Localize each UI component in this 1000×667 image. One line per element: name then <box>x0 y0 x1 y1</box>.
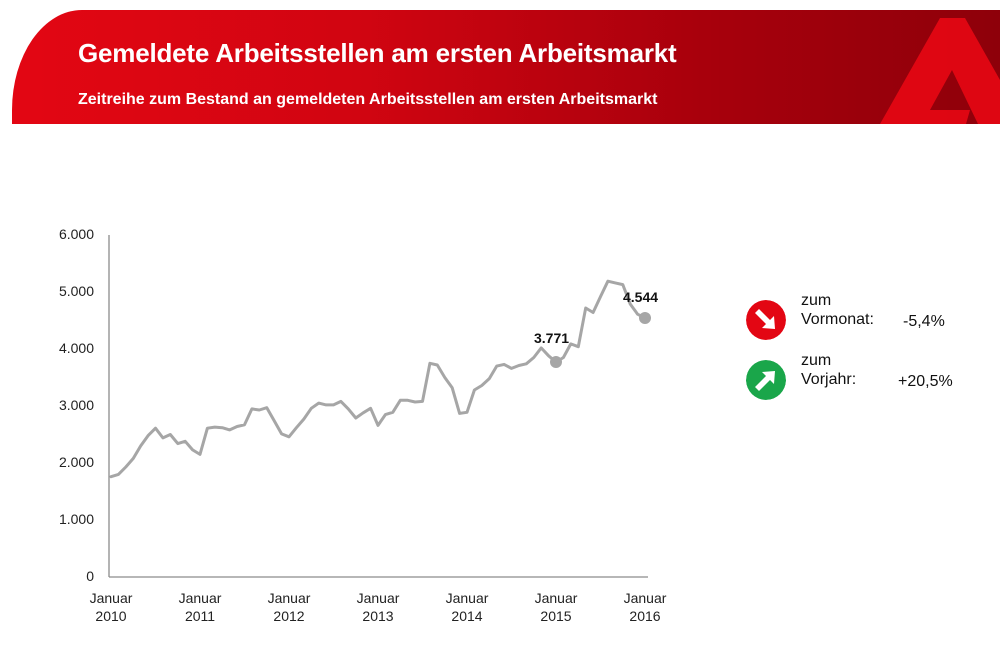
highlight-point <box>639 311 651 324</box>
y-tick-label: 3.000 <box>58 397 94 413</box>
y-tick-label: 2.000 <box>58 454 94 470</box>
y-tick-label: 5.000 <box>58 283 94 299</box>
header-banner: Gemeldete Arbeitsstellen am ersten Arbei… <box>12 10 1000 124</box>
y-tick-label: 0 <box>86 568 94 584</box>
indicator-value: +20,5% <box>898 373 953 390</box>
indicator-label-line1: zum <box>801 352 832 369</box>
x-tick-label: Januar 2010 <box>89 590 133 624</box>
page-subtitle: Zeitreihe zum Bestand an gemeldeten Arbe… <box>78 91 658 108</box>
indicator-value: -5,4% <box>903 313 945 330</box>
series-line <box>109 279 647 479</box>
indicator-label-line2: Vorjahr: <box>801 371 857 388</box>
ba-logo-icon <box>880 18 1000 124</box>
x-tick-label: Januar 2014 <box>445 590 489 624</box>
x-tick-label: Januar 2013 <box>356 590 400 624</box>
x-tick-label: Januar 2015 <box>534 590 578 624</box>
arrow-up-right-icon <box>746 360 786 400</box>
page-title: Gemeldete Arbeitsstellen am ersten Arbei… <box>78 38 677 68</box>
x-tick-label: Januar 2012 <box>267 590 311 624</box>
y-tick-label: 1.000 <box>58 511 94 527</box>
indicator-label-line2: Vormonat: <box>801 311 874 328</box>
y-tick-label: 6.000 <box>58 226 94 242</box>
y-tick-label: 4.000 <box>58 340 94 356</box>
x-tick-label: Januar 2016 <box>623 590 667 624</box>
indicator-vormonat: zum Vormonat: -5,4% <box>746 292 996 346</box>
annotation-jan-2015: 3.771 <box>534 330 570 347</box>
arrow-down-right-icon <box>746 300 786 340</box>
highlight-point <box>550 356 562 369</box>
indicator-label-line1: zum <box>801 292 832 309</box>
x-tick-label: Januar 2011 <box>178 590 222 624</box>
annotation-jan-2016: 4.544 <box>623 289 659 305</box>
indicator-vorjahr: zum Vorjahr: +20,5% <box>746 352 996 406</box>
